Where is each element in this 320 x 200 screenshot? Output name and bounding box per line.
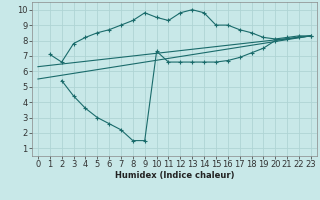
X-axis label: Humidex (Indice chaleur): Humidex (Indice chaleur) — [115, 171, 234, 180]
